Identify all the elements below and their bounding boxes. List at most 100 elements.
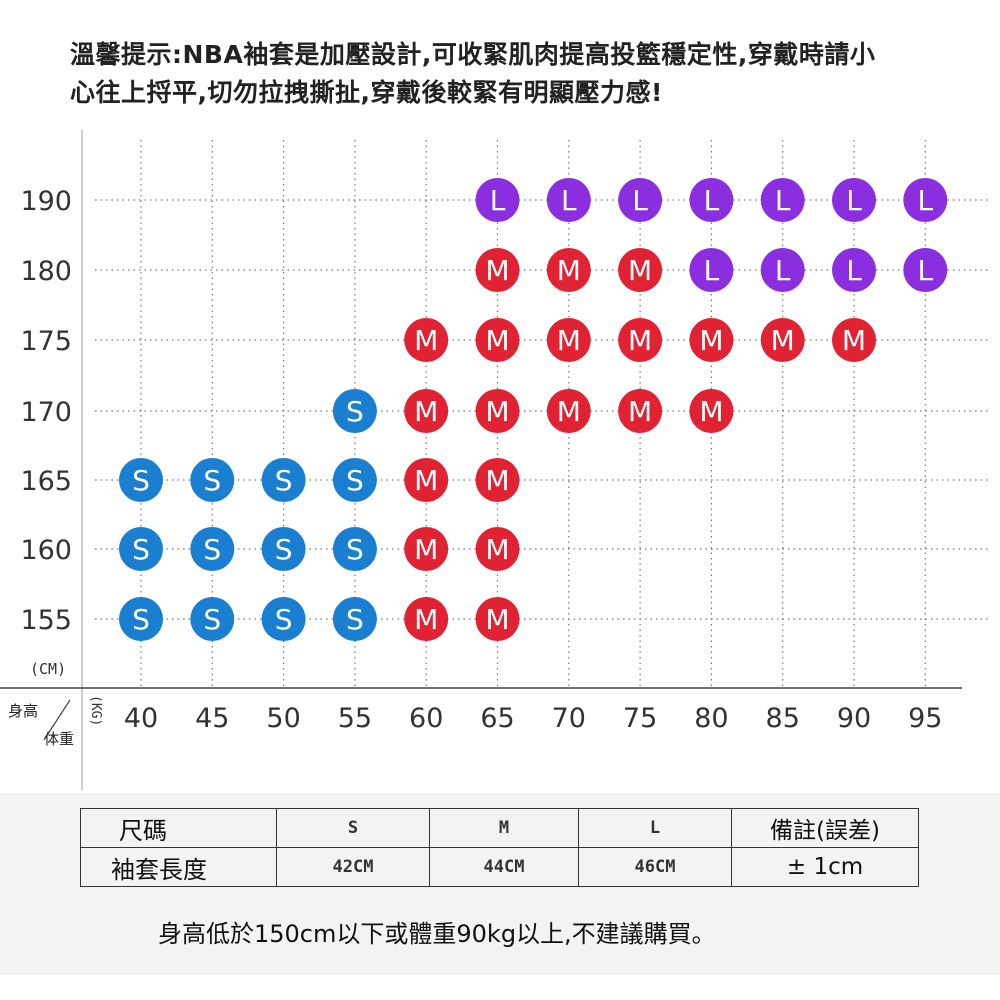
size-marker-label: S [203, 464, 221, 497]
table-cell: 袖套長度 [80, 847, 277, 887]
size-marker-S: S [119, 597, 163, 641]
size-marker-label: S [346, 464, 364, 497]
size-marker-circle [618, 389, 663, 433]
size-marker-circle [546, 318, 591, 362]
y-tick-label: 155 [20, 605, 72, 636]
size-marker-circle [689, 389, 734, 433]
y-tick-label: 160 [20, 535, 72, 566]
size-chart: 190 180 175 170 165 160 155 40 45 50 55 60 65 70 75 80 8… [0, 130, 990, 790]
size-marker-circle [332, 458, 377, 502]
size-marker-label: L [775, 254, 791, 287]
x-tick-label: 45 [195, 703, 229, 734]
x-axis-unit: (KG) [88, 695, 103, 726]
size-marker-label: S [346, 533, 364, 566]
size-marker-circle [119, 458, 163, 502]
size-marker-M: M [618, 318, 663, 362]
size-marker-label: L [846, 254, 862, 287]
size-marker-L: L [760, 178, 805, 222]
size-marker-S: S [332, 597, 377, 641]
size-marker-circle [475, 527, 520, 571]
size-marker-label: L [846, 184, 862, 217]
table-cell: 尺碼 [80, 808, 277, 848]
size-marker-label: M [485, 395, 509, 428]
x-tick-label: 95 [908, 703, 942, 734]
size-marker-label: M [414, 395, 438, 428]
x-tick-label: 85 [766, 703, 800, 734]
size-marker-label: M [485, 464, 509, 497]
size-marker-circle [760, 178, 805, 222]
size-marker-label: M [699, 324, 723, 357]
table-cell: S [276, 808, 430, 848]
size-marker-circle [618, 318, 663, 362]
y-tick-label: 175 [20, 326, 72, 357]
table-cell: 44CM [429, 847, 579, 887]
size-marker-label: S [203, 533, 221, 566]
size-marker-circle [261, 458, 306, 502]
corner-divider [43, 699, 71, 741]
notice-line-2: 心往上捋平,切勿拉拽撕扯,穿戴後較緊有明顯壓力感! [70, 78, 663, 107]
size-marker-circle [119, 527, 163, 571]
size-marker-circle [618, 178, 663, 222]
size-marker-label: M [628, 324, 652, 357]
x-tick-label: 80 [694, 703, 728, 734]
size-marker-label: S [132, 603, 150, 636]
size-marker-circle [903, 178, 948, 222]
size-marker-label: S [132, 533, 150, 566]
size-marker-M: M [404, 318, 449, 362]
size-marker-circle [404, 318, 449, 362]
size-marker-label: S [346, 395, 364, 428]
size-marker-label: L [917, 184, 933, 217]
size-marker-circle [332, 597, 377, 641]
x-tick-label: 75 [623, 703, 657, 734]
size-marker-L: L [689, 178, 734, 222]
x-tick-label: 70 [552, 703, 586, 734]
size-marker-circle [404, 527, 449, 571]
x-tick-label: 65 [480, 703, 514, 734]
y-axis-unit: (CM) [30, 660, 66, 678]
size-marker-label: L [704, 184, 720, 217]
notice-line-1: 溫馨提示:NBA袖套是加壓設計,可收緊肌肉提高投籃穩定性,穿戴時請小 [70, 40, 876, 69]
size-marker-label: L [490, 184, 506, 217]
size-marker-circle [689, 318, 734, 362]
table-cell: 42CM [276, 847, 430, 887]
size-marker-circle [903, 248, 948, 292]
size-marker-M: M [404, 389, 449, 433]
size-marker-L: L [903, 248, 948, 292]
notice-text: 溫馨提示:NBA袖套是加壓設計,可收緊肌肉提高投籃穩定性,穿戴時請小 心往上捋平… [70, 36, 950, 112]
x-tick-label: 55 [338, 703, 372, 734]
size-marker-L: L [760, 248, 805, 292]
size-marker-circle [546, 248, 591, 292]
size-marker-L: L [546, 178, 591, 222]
table-cell: 備註(誤差) [731, 808, 919, 848]
size-marker-M: M [689, 389, 734, 433]
size-marker-S: S [190, 458, 235, 502]
size-marker-circle [832, 248, 876, 292]
size-marker-M: M [546, 248, 591, 292]
size-marker-label: M [485, 603, 509, 636]
size-marker-label: M [414, 464, 438, 497]
size-marker-S: S [190, 527, 235, 571]
size-marker-label: M [485, 533, 509, 566]
x-tick-label: 50 [266, 703, 300, 734]
size-marker-label: S [275, 603, 293, 636]
size-marker-S: S [119, 527, 163, 571]
size-marker-circle [119, 597, 163, 641]
size-marker-M: M [832, 318, 876, 362]
size-marker-circle [190, 527, 235, 571]
size-marker-label: S [275, 464, 293, 497]
size-marker-label: M [628, 254, 652, 287]
size-marker-label: L [917, 254, 933, 287]
table-cell: ± 1cm [731, 847, 919, 887]
size-marker-circle [332, 389, 377, 433]
size-marker-M: M [475, 389, 520, 433]
size-marker-circle [832, 178, 876, 222]
size-marker-label: S [132, 464, 150, 497]
size-marker-M: M [404, 597, 449, 641]
size-marker-circle [475, 248, 520, 292]
size-marker-M: M [546, 318, 591, 362]
table-cell: L [578, 808, 732, 848]
size-marker-label: M [414, 533, 438, 566]
size-marker-S: S [332, 527, 377, 571]
size-marker-label: L [632, 184, 648, 217]
size-marker-label: M [557, 254, 581, 287]
